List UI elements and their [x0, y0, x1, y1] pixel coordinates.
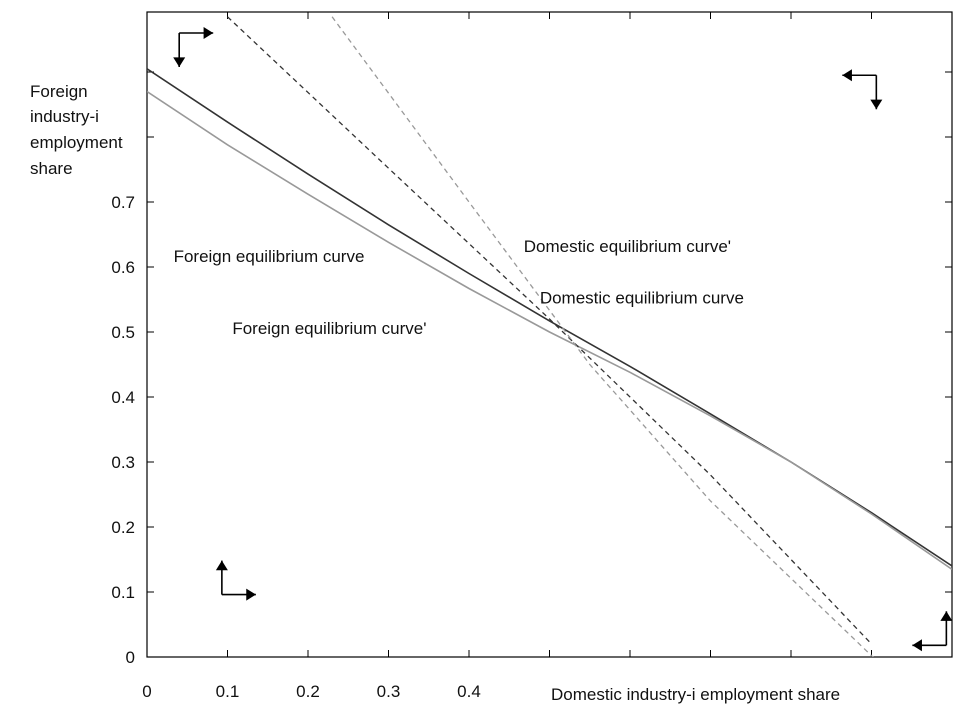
- axis-ticks: [146, 12, 953, 658]
- series-layer: [147, 16, 952, 657]
- arrowhead: [870, 99, 883, 110]
- y-tick-label: 0.1: [111, 583, 135, 602]
- arrowhead: [246, 588, 256, 601]
- curve-annotation-4: Domestic equilibrium curve: [540, 288, 744, 307]
- y-tick-label: 0.6: [111, 258, 135, 277]
- arrow-marker-top-right: [842, 69, 883, 110]
- series-line-4: [331, 16, 874, 657]
- curve-annotations: Foreign equilibrium curve Foreign equilib…: [174, 237, 744, 338]
- x-tick-label: 0.3: [377, 682, 401, 701]
- curve-annotation-1: Foreign equilibrium curve: [174, 247, 365, 266]
- series-line-3: [227, 16, 872, 645]
- x-tick-label: 0: [142, 682, 151, 701]
- arrow-marker-bottom-left: [215, 560, 256, 601]
- x-tick-label: 0.4: [457, 682, 481, 701]
- arrowhead: [912, 639, 922, 652]
- y-tick-label: 0.4: [111, 388, 135, 407]
- series-line-2: [147, 90, 952, 570]
- y-tick-label: 0.5: [111, 323, 135, 342]
- arrow-markers: [173, 27, 953, 652]
- arrowhead: [940, 611, 953, 621]
- arrow-marker-top-left: [173, 27, 214, 67]
- y-axis-label-line-2: industry-i: [30, 107, 99, 126]
- y-axis-label-line-4: share: [30, 159, 73, 178]
- y-tick-label: 0: [126, 648, 135, 667]
- arrowhead: [173, 57, 186, 67]
- x-tick-label: 0.1: [216, 682, 240, 701]
- curve-annotation-2: Foreign equilibrium curve': [232, 319, 426, 338]
- y-tick-label: 0.2: [111, 518, 135, 537]
- x-axis-label: Domestic industry-i employment share: [551, 685, 840, 704]
- arrowhead: [203, 27, 214, 39]
- x-tick-label: 0.2: [296, 682, 320, 701]
- arrowhead: [215, 560, 228, 571]
- y-axis-label-line-1: Foreign: [30, 82, 88, 101]
- curve-annotation-3: Domestic equilibrium curve': [524, 237, 731, 256]
- y-tick-label: 0.3: [111, 453, 135, 472]
- arrow-marker-bottom-right: [912, 611, 953, 652]
- axis-tick-labels: 0 0.1 0.2 0.3 0.4 0 0.1 0.2 0.3 0.4 0.5 0.6 0.7: [111, 193, 480, 701]
- y-axis-label-line-3: employment: [30, 133, 123, 152]
- y-tick-label: 0.7: [111, 193, 135, 212]
- series-line-1: [147, 68, 952, 567]
- arrowhead: [842, 69, 852, 82]
- y-axis-label: Foreign industry-i employment share: [30, 82, 123, 178]
